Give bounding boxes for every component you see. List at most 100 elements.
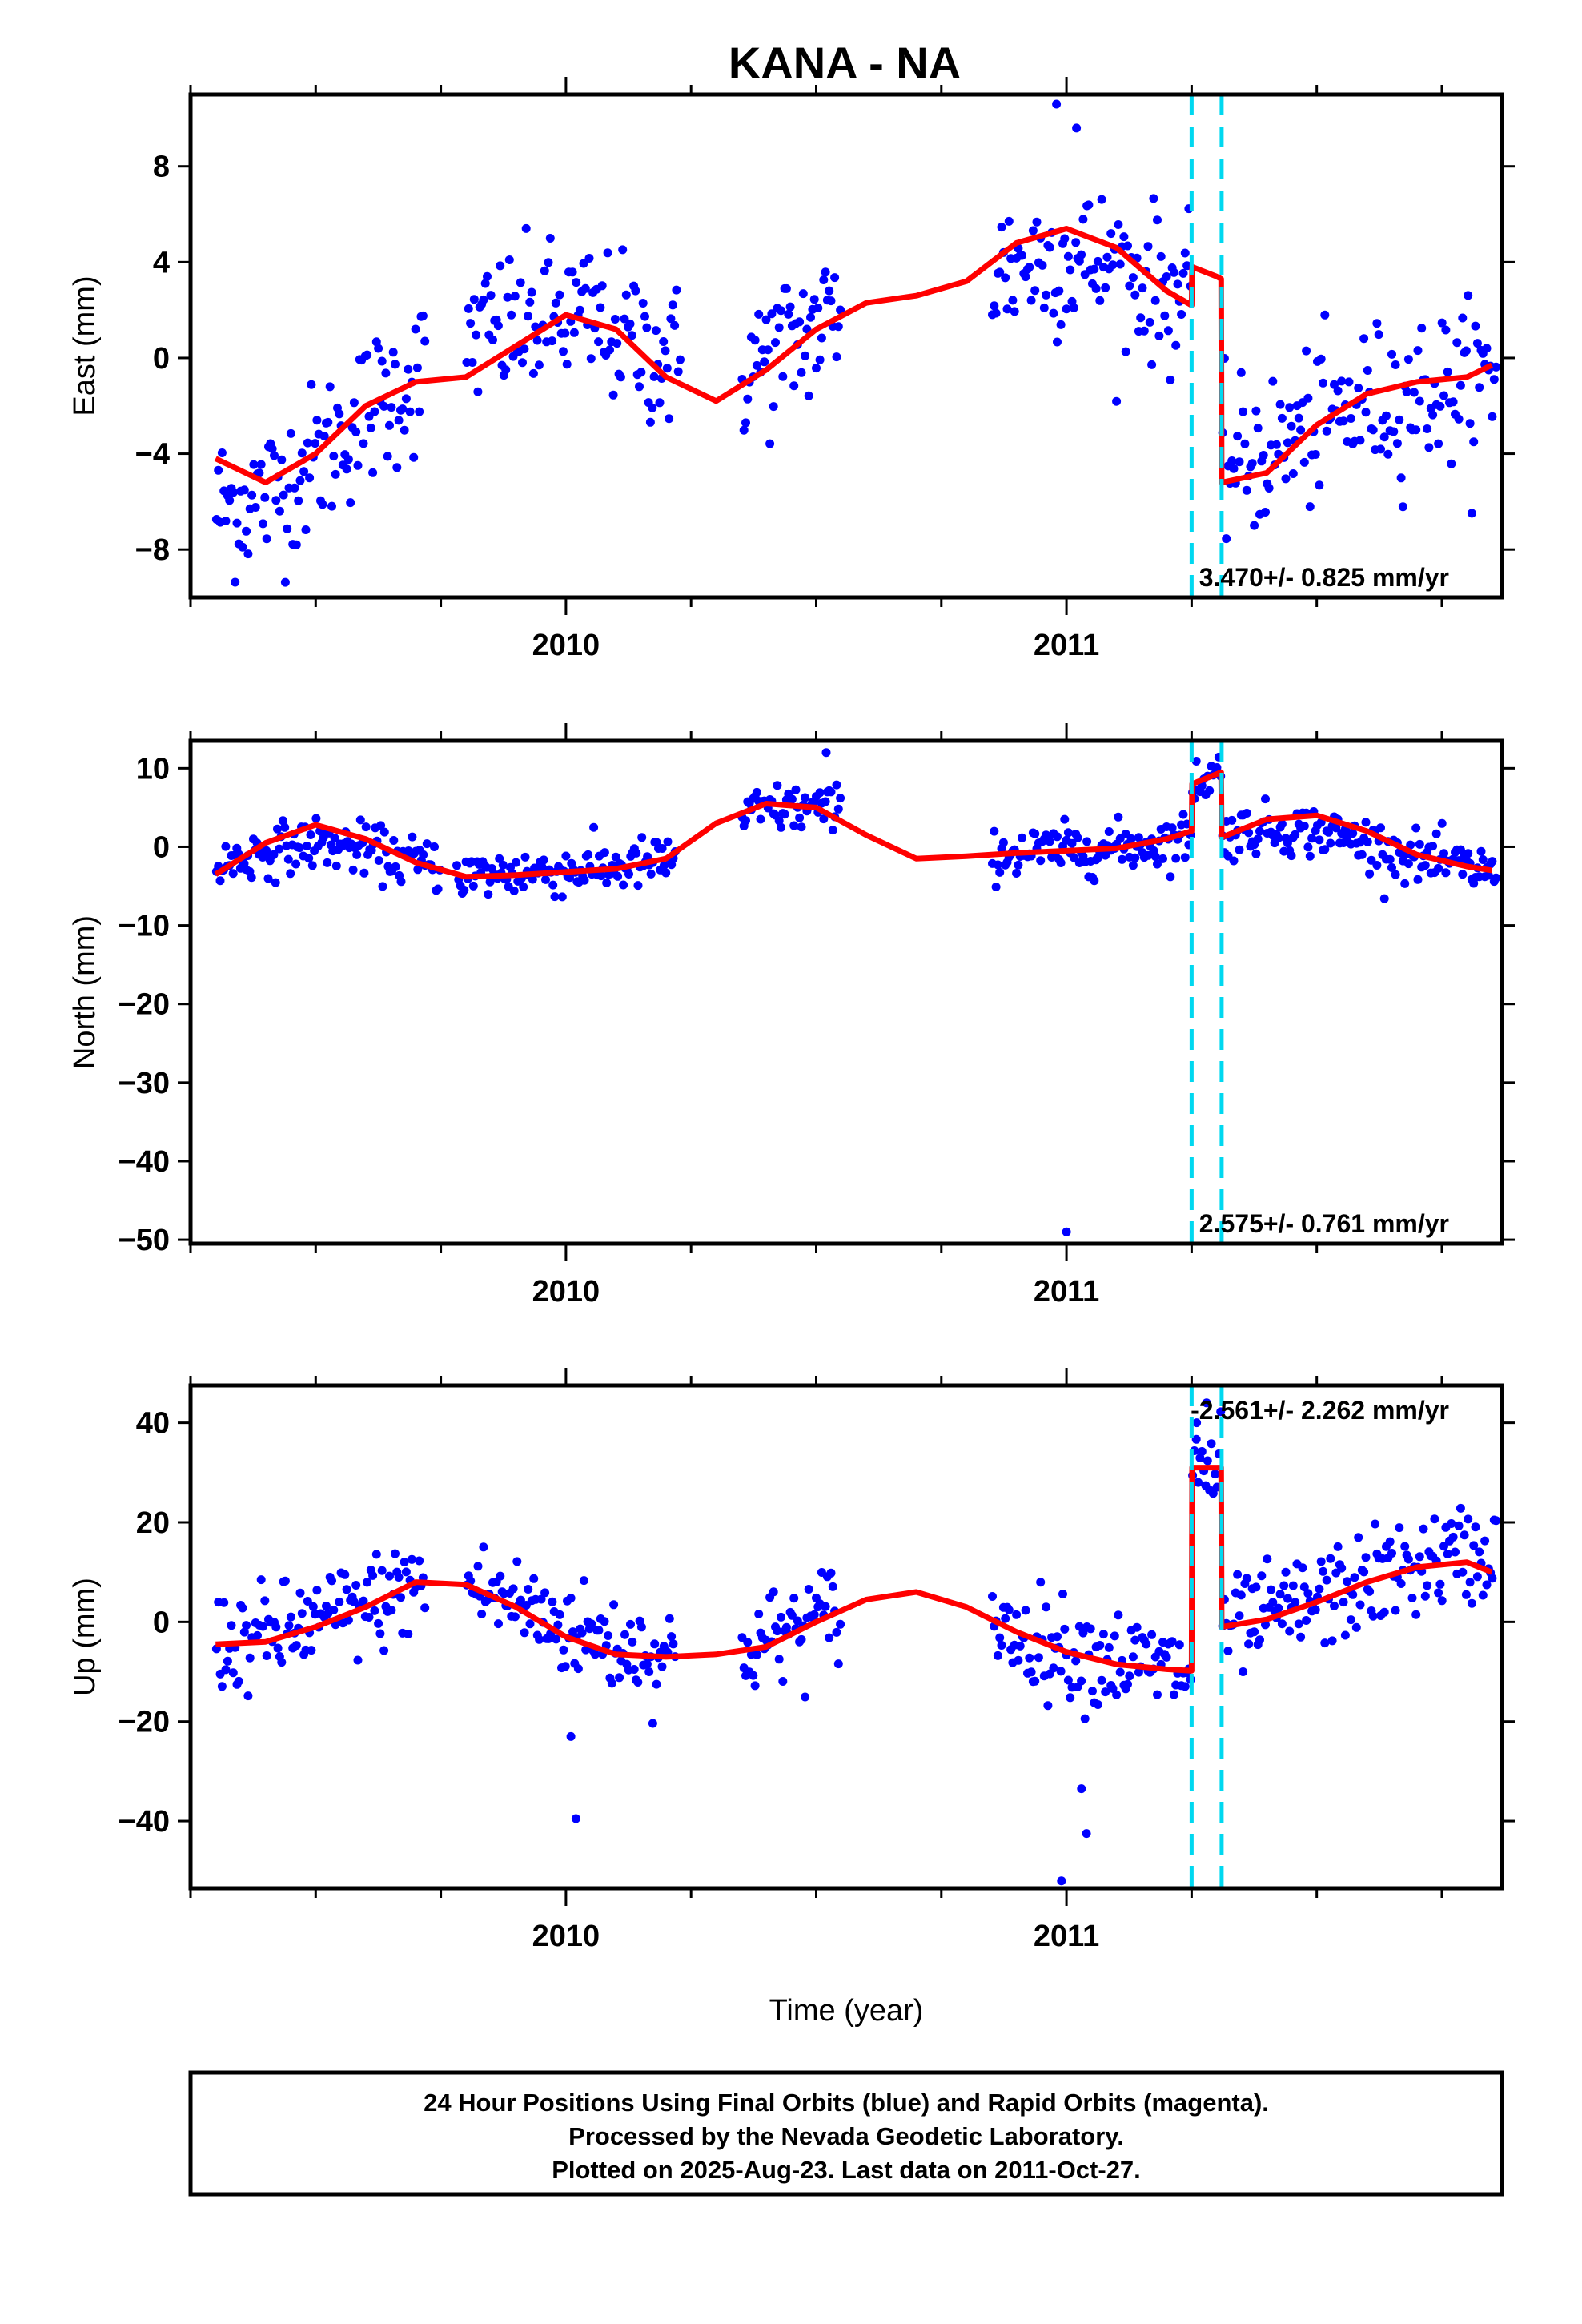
data-point — [821, 267, 830, 277]
data-point — [1344, 377, 1354, 387]
data-point — [1182, 261, 1192, 271]
data-point — [781, 283, 791, 293]
data-point — [1339, 416, 1348, 426]
data-point — [1114, 812, 1123, 822]
data-point — [618, 245, 628, 255]
data-point — [1447, 1519, 1456, 1528]
data-point — [600, 848, 609, 858]
axes-frame — [188, 92, 1504, 600]
data-point — [1134, 833, 1143, 842]
data-point — [1363, 366, 1372, 375]
data-point — [496, 1571, 505, 1581]
data-point — [247, 490, 257, 500]
data-point — [415, 407, 424, 416]
data-point — [493, 321, 503, 331]
data-point — [1194, 1478, 1203, 1487]
data-point — [1330, 1601, 1339, 1610]
data-point — [1400, 1542, 1410, 1551]
data-point — [504, 255, 514, 264]
data-point — [342, 1585, 351, 1594]
data-point — [518, 358, 527, 368]
data-point — [1456, 380, 1465, 390]
data-point — [245, 1653, 255, 1663]
data-point — [752, 787, 761, 797]
data-point — [997, 1641, 1006, 1650]
data-point — [1101, 283, 1110, 292]
data-point — [616, 372, 625, 382]
data-point — [1316, 1557, 1326, 1566]
data-point — [1255, 826, 1264, 836]
data-point — [1407, 1594, 1417, 1602]
data-point — [1021, 272, 1030, 282]
data-point — [242, 526, 251, 536]
data-point — [524, 312, 532, 321]
data-point — [1296, 425, 1306, 435]
data-point — [806, 312, 815, 322]
data-point — [231, 577, 240, 587]
data-point — [1287, 851, 1296, 861]
data-point — [605, 345, 614, 355]
data-point — [553, 1620, 563, 1630]
data-point — [780, 810, 789, 819]
data-point — [1398, 502, 1407, 512]
data-point — [1368, 425, 1378, 435]
data-point — [1400, 879, 1410, 888]
data-point — [1359, 334, 1369, 344]
data-point — [1443, 1550, 1452, 1558]
data-point — [1153, 1690, 1162, 1699]
data-point — [1090, 264, 1099, 274]
data-point — [550, 892, 560, 902]
data-point — [1368, 1611, 1378, 1621]
data-point — [327, 501, 336, 511]
data-point — [355, 815, 365, 825]
data-point — [784, 309, 793, 319]
data-point — [670, 320, 680, 330]
data-point — [797, 368, 806, 377]
data-point — [1465, 419, 1475, 428]
data-point — [836, 1619, 845, 1629]
data-point — [627, 331, 636, 340]
data-point — [649, 372, 659, 381]
data-point — [1082, 837, 1092, 846]
data-point — [579, 259, 588, 268]
data-point — [1488, 412, 1497, 421]
data-point — [1071, 1656, 1081, 1666]
data-point — [418, 311, 428, 320]
data-point — [379, 827, 389, 837]
data-point — [239, 1627, 249, 1637]
data-point — [260, 1596, 270, 1606]
data-point — [541, 875, 550, 884]
data-point — [398, 404, 408, 414]
data-point — [519, 883, 528, 891]
data-point — [1203, 1456, 1212, 1466]
data-point — [544, 258, 553, 267]
data-point — [1409, 388, 1419, 397]
data-point — [648, 403, 657, 412]
data-point — [1469, 437, 1479, 447]
data-point — [1097, 1675, 1106, 1685]
data-point — [1387, 349, 1396, 359]
data-point — [217, 1682, 227, 1691]
data-point — [1025, 263, 1034, 272]
y-tick-label: −50 — [118, 1224, 170, 1257]
data-point — [331, 861, 341, 870]
data-point — [351, 427, 361, 436]
data-point — [400, 1558, 409, 1566]
data-point — [1039, 303, 1049, 312]
data-point — [1261, 508, 1270, 517]
data-point — [1413, 875, 1423, 884]
data-point — [1066, 265, 1075, 275]
data-point — [1467, 1598, 1476, 1608]
data-point — [323, 858, 332, 867]
data-point — [371, 1550, 381, 1559]
data-point — [1236, 1590, 1246, 1600]
data-point — [221, 1665, 231, 1675]
data-point — [486, 291, 496, 300]
data-point — [778, 1677, 788, 1686]
data-point — [1354, 384, 1363, 392]
data-point — [832, 780, 841, 790]
data-point — [1067, 838, 1077, 848]
model-line — [215, 1465, 1493, 1674]
data-point — [325, 382, 335, 392]
data-point — [1396, 473, 1406, 483]
